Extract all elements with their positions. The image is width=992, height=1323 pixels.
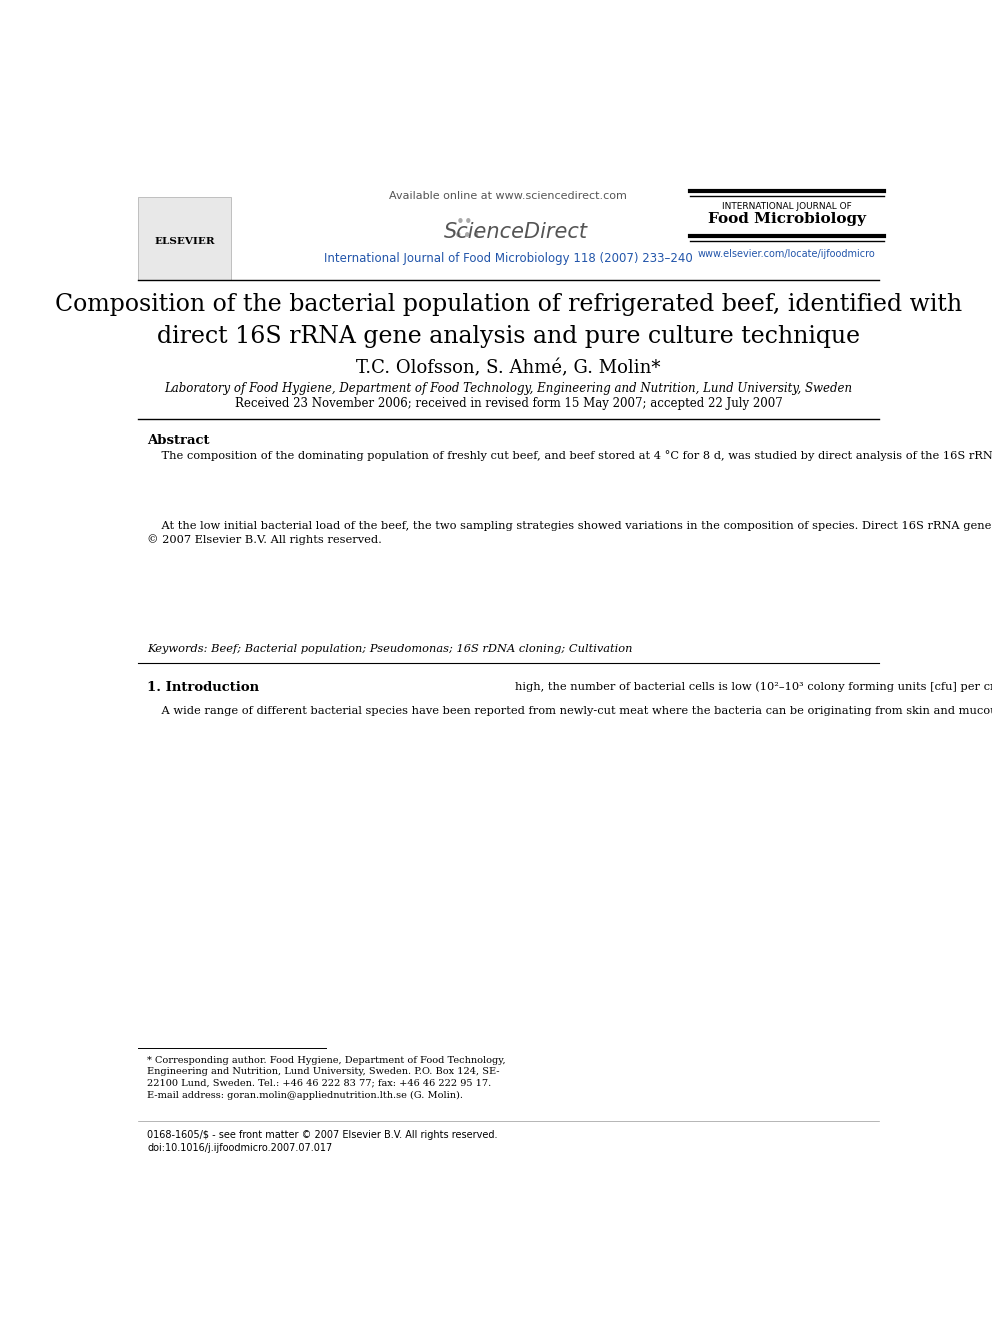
Text: Abstract: Abstract bbox=[147, 434, 209, 447]
Text: high, the number of bacterial cells is low (10²–10³ colony forming units [cfu] p: high, the number of bacterial cells is l… bbox=[515, 681, 992, 692]
Text: International Journal of Food Microbiology 118 (2007) 233–240: International Journal of Food Microbiolo… bbox=[324, 253, 692, 266]
Text: 0168-1605/$ - see front matter © 2007 Elsevier B.V. All rights reserved.: 0168-1605/$ - see front matter © 2007 El… bbox=[147, 1130, 498, 1140]
Text: ScienceDirect: ScienceDirect bbox=[443, 222, 587, 242]
Text: * Corresponding author. Food Hygiene, Department of Food Technology,
Engineering: * Corresponding author. Food Hygiene, De… bbox=[147, 1056, 506, 1088]
Text: E-mail address: goran.molin@appliednutrition.lth.se (G. Molin).: E-mail address: goran.molin@appliednutri… bbox=[147, 1090, 463, 1099]
Text: Composition of the bacterial population of refrigerated beef, identified with
di: Composition of the bacterial population … bbox=[55, 294, 962, 348]
Bar bbox=[138, 197, 231, 280]
Text: The composition of the dominating population of freshly cut beef, and beef store: The composition of the dominating popula… bbox=[147, 450, 992, 460]
Text: Received 23 November 2006; received in revised form 15 May 2007; accepted 22 Jul: Received 23 November 2006; received in r… bbox=[234, 397, 783, 410]
Text: T.C. Olofsson, S. Ahmé, G. Molin*: T.C. Olofsson, S. Ahmé, G. Molin* bbox=[356, 359, 661, 377]
Text: Available online at www.sciencedirect.com: Available online at www.sciencedirect.co… bbox=[390, 191, 627, 201]
Text: A wide range of different bacterial species have been reported from newly-cut me: A wide range of different bacterial spec… bbox=[147, 705, 992, 716]
Text: At the low initial bacterial load of the beef, the two sampling strategies showe: At the low initial bacterial load of the… bbox=[147, 521, 992, 545]
Text: 1. Introduction: 1. Introduction bbox=[147, 681, 259, 693]
Text: doi:10.1016/j.ijfoodmicro.2007.07.017: doi:10.1016/j.ijfoodmicro.2007.07.017 bbox=[147, 1143, 332, 1152]
Text: Laboratory of Food Hygiene, Department of Food Technology, Engineering and Nutri: Laboratory of Food Hygiene, Department o… bbox=[165, 382, 852, 396]
Text: ••
 •••: •• ••• bbox=[449, 216, 481, 243]
Text: Keywords: Beef; Bacterial population; Pseudomonas; 16S rDNA cloning; Cultivation: Keywords: Beef; Bacterial population; Ps… bbox=[147, 644, 633, 654]
Text: Food Microbiology: Food Microbiology bbox=[707, 212, 866, 226]
Text: ELSEVIER: ELSEVIER bbox=[154, 237, 214, 246]
Text: www.elsevier.com/locate/ijfoodmicro: www.elsevier.com/locate/ijfoodmicro bbox=[697, 249, 876, 259]
Text: INTERNATIONAL JOURNAL OF: INTERNATIONAL JOURNAL OF bbox=[722, 202, 851, 210]
